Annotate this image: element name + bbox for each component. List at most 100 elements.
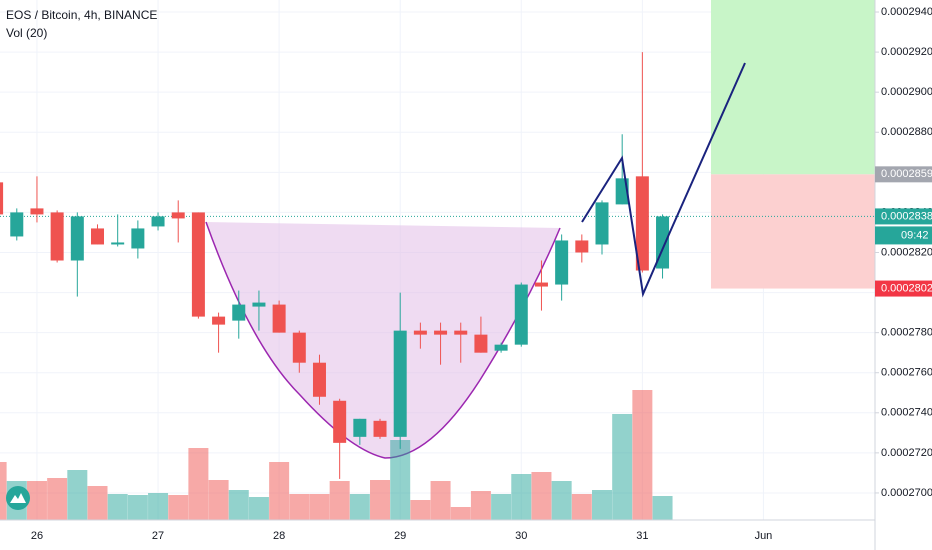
volume-bar (107, 494, 128, 520)
y-tick-label: 0.0002760 (881, 367, 932, 379)
candle-body (10, 212, 24, 237)
volume-bar (470, 491, 491, 520)
volume-bar (0, 462, 7, 520)
candle-body (434, 330, 448, 335)
volume-bar (248, 497, 269, 520)
logo[interactable] (6, 486, 30, 510)
x-tick-label: 27 (152, 530, 164, 542)
volume-bar (450, 507, 471, 520)
candle-body (191, 212, 205, 317)
candle-body (555, 240, 569, 285)
volume-bar (430, 481, 451, 520)
y-tick-label: 0.0002920 (881, 46, 932, 58)
volume-bar (410, 500, 431, 520)
volume-bar (531, 472, 552, 520)
candle-body (494, 344, 508, 351)
cup-fill (206, 222, 560, 458)
chart-title: EOS / Bitcoin, 4h, BINANCE (6, 8, 157, 22)
volume-bar (349, 494, 370, 520)
volume-bar (592, 490, 612, 520)
candle-body (252, 302, 266, 307)
volume-bar (47, 478, 68, 520)
volume-bar (87, 486, 108, 520)
candle-body (292, 332, 306, 363)
y-tick-label: 0.0002940 (881, 6, 932, 18)
x-tick-label: 28 (273, 530, 285, 542)
volume-bar (269, 462, 290, 520)
candle-body (393, 330, 407, 437)
candle-body (111, 242, 125, 245)
candle-body (413, 330, 427, 335)
candle-body (131, 228, 145, 249)
logo-circle[interactable] (6, 486, 30, 510)
candle-body (312, 362, 326, 397)
candle-body (171, 212, 185, 219)
y-tick-label: 0.0002780 (881, 327, 932, 339)
volume-bar (491, 494, 512, 520)
candle-body (575, 240, 589, 253)
candle-body (0, 182, 4, 215)
candle-body (212, 316, 226, 325)
volume-bar (168, 495, 189, 520)
volume-bar (632, 390, 653, 520)
volume-bar (309, 494, 330, 520)
target-zone (710, 0, 875, 175)
volume-bar (571, 494, 592, 520)
candle-body (474, 334, 488, 353)
last-price-label-bg (875, 208, 932, 225)
volume-bar (228, 490, 249, 520)
candle-body (333, 400, 347, 443)
candle-body (454, 330, 468, 335)
x-tick-label: 26 (31, 530, 43, 542)
indicator-label: Vol (20) (6, 26, 47, 40)
candle-body (272, 304, 286, 333)
candle-body (514, 284, 528, 345)
plot (0, 52, 875, 520)
volume-bar (188, 448, 209, 520)
stop-zone (710, 174, 875, 289)
pattern-line (581, 62, 746, 298)
x-tick-label: Jun (755, 530, 773, 542)
x-tick-label: 31 (636, 530, 648, 542)
y-tick-label: 0.0002900 (881, 86, 932, 98)
y-tick-label: 0.0002720 (881, 447, 932, 459)
volume-bar (652, 496, 673, 520)
volume-bar (370, 480, 391, 520)
volume-bar (26, 481, 47, 520)
volume-bar (148, 493, 169, 520)
candle-body (50, 212, 64, 261)
entry-label-bg (875, 166, 932, 183)
candle-body (595, 202, 609, 245)
x-tick-label: 29 (394, 530, 406, 542)
candle-body (232, 304, 246, 321)
volume-bar (289, 494, 310, 520)
y-tick-label: 0.0002880 (881, 126, 932, 138)
volume-bar (612, 414, 633, 520)
volume-bar (551, 481, 572, 520)
volume-bar (67, 470, 88, 520)
volume-bar (208, 480, 229, 520)
candle-body (373, 420, 387, 437)
entry-label: 0.0002859 (881, 168, 932, 180)
countdown-bg (875, 226, 932, 245)
candle-body (534, 282, 548, 287)
logo-icon[interactable] (10, 493, 26, 503)
axes: 0.0002700 0.0002720 0.0002740 0.0002760 0.00… (31, 6, 932, 542)
y-tick-label: 0.0002820 (881, 246, 932, 258)
volume-bar (390, 440, 411, 520)
volume-bar (127, 495, 148, 520)
last-price-label: 0.0002838 (881, 210, 932, 222)
x-tick-label: 30 (515, 530, 527, 542)
countdown: 09:42 (901, 229, 929, 241)
cup-line (205, 221, 561, 459)
grid (0, 0, 875, 520)
volume-bar (511, 474, 532, 520)
candle-body (70, 216, 84, 261)
stop-label-bg (875, 280, 932, 297)
candle-body (91, 228, 104, 245)
stop-label: 0.0002802 (881, 282, 932, 294)
candle-body (353, 418, 367, 437)
y-tick-label: 0.0002740 (881, 407, 932, 419)
candle-body (151, 216, 165, 227)
